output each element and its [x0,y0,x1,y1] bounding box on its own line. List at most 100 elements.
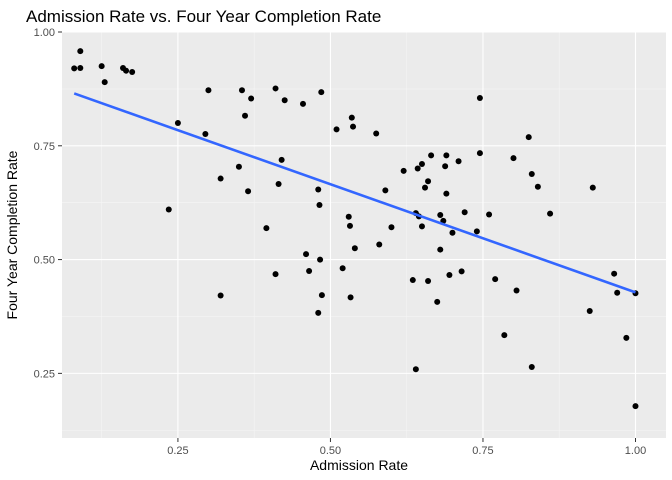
data-point [525,134,532,141]
data-point [77,48,84,55]
data-point [510,155,517,162]
data-point [101,79,108,86]
data-point [492,276,499,283]
data-point [348,114,355,121]
y-tick-label: 0.25 [34,368,55,380]
data-point [437,246,444,253]
data-point [443,190,450,197]
data-point [77,64,84,71]
data-point [632,403,639,410]
data-point [346,222,353,229]
data-point [442,163,449,170]
data-point [422,184,429,191]
data-point [123,67,130,74]
data-point [235,163,242,170]
x-tick-label: 0.75 [472,445,493,457]
chart-title: Admission Rate vs. Four Year Completion … [26,7,381,26]
data-point [455,158,462,165]
data-point [534,183,541,190]
y-tick-label: 1.00 [34,27,55,39]
x-tick-label: 1.00 [625,445,646,457]
trend-line-group [73,92,636,294]
data-point [418,223,425,230]
data-point [71,65,78,72]
data-point [242,112,249,119]
data-point [205,87,212,94]
data-points [71,48,639,410]
data-point [501,332,508,339]
plot-panel [62,32,666,438]
data-point [443,152,450,159]
data-point [547,210,554,217]
data-point [461,209,468,216]
data-point [278,156,285,163]
data-point [345,213,352,220]
data-point [272,271,279,278]
data-point [373,130,380,137]
data-point [476,94,483,101]
data-point [275,181,282,188]
data-point [400,167,407,174]
data-point [412,366,419,373]
data-point [589,184,596,191]
data-point [476,150,483,157]
data-point [446,272,453,279]
data-point [388,224,395,231]
y-axis-title: Four Year Completion Rate [4,150,20,319]
data-point [347,294,354,301]
data-point [623,334,630,341]
data-point [339,265,346,272]
data-point [165,206,172,213]
data-point [528,171,535,178]
data-point [248,95,255,102]
data-point [614,289,621,296]
data-point [306,267,313,274]
data-point [528,363,535,370]
data-point [428,152,435,159]
data-point [513,287,520,294]
y-axis-ticks: 0.25 0.50 0.75 1.00 [34,27,62,380]
x-tick-label: 0.25 [167,445,188,457]
data-point [409,277,416,284]
data-point [272,85,279,92]
data-point [350,123,357,130]
grid-lines [62,31,666,438]
data-point [418,160,425,167]
data-point [281,97,288,104]
data-point [376,241,383,248]
data-point [316,201,323,208]
data-point [434,298,441,305]
data-point [333,126,340,133]
data-point [303,251,310,258]
data-point [414,165,421,172]
data-point [299,100,306,107]
data-point [437,211,444,218]
data-point [318,89,325,96]
data-point [318,292,325,299]
data-point [245,188,252,195]
data-point [425,178,432,185]
data-point [263,225,270,232]
data-point [217,292,224,299]
data-point [425,277,432,284]
data-point [98,63,105,70]
data-point [202,130,209,137]
y-tick-label: 0.50 [34,255,55,267]
y-tick-label: 0.75 [34,141,55,153]
data-point [217,175,224,182]
data-point [586,308,593,315]
data-point [317,256,324,263]
data-point [486,211,493,218]
data-point [458,268,465,275]
data-point [315,186,322,193]
data-point [351,245,358,252]
data-point [449,229,456,236]
data-point [473,228,480,235]
data-point [315,309,322,316]
data-point [382,187,389,194]
data-point [611,270,618,277]
x-axis-ticks: 0.25 0.50 0.75 1.00 [167,438,646,457]
data-point [238,87,245,94]
trend-line [73,92,636,294]
